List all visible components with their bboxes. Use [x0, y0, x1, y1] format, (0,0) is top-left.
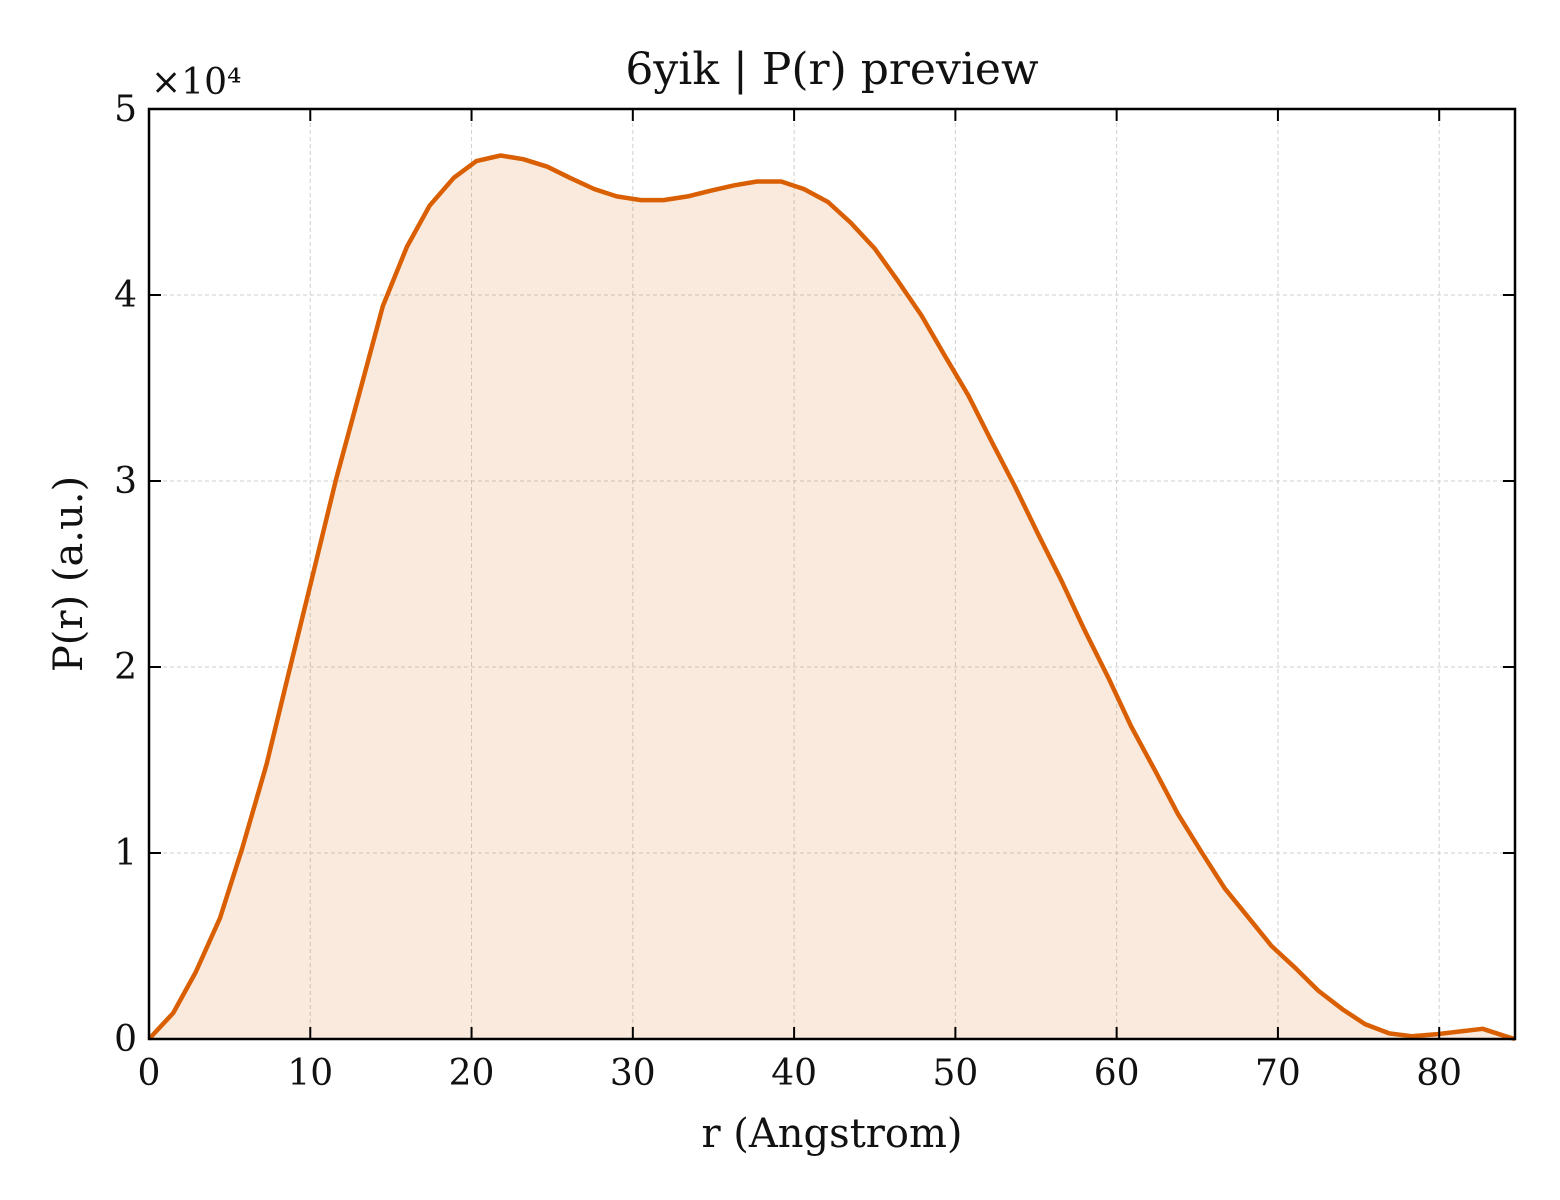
- y-tick-label: 2: [114, 647, 137, 688]
- x-tick-label: 50: [932, 1053, 978, 1094]
- chart-title: 6yik | P(r) preview: [625, 44, 1039, 95]
- x-tick-label: 70: [1255, 1053, 1301, 1094]
- grid: [149, 109, 1515, 1039]
- ticks: 0 10 20 30 40 50 60 70 80 0 1 2 3 4 5: [114, 89, 1515, 1094]
- series-line: [147, 153, 1516, 1042]
- x-tick-label: 10: [287, 1053, 333, 1094]
- x-tick-label: 60: [1094, 1053, 1140, 1094]
- x-tick-label: 40: [771, 1053, 817, 1094]
- y-tick-label: 4: [114, 275, 137, 316]
- plot-area: [147, 153, 1516, 1042]
- x-axis-label: r (Angstrom): [701, 1111, 962, 1157]
- y-offset-label: ×10⁴: [151, 62, 241, 103]
- series-area-fill: [149, 155, 1515, 1039]
- y-tick-label: 1: [114, 833, 137, 874]
- y-tick-label: 3: [114, 461, 137, 502]
- x-tick-label: 0: [138, 1053, 161, 1094]
- x-tick-label: 80: [1416, 1053, 1462, 1094]
- y-tick-label: 0: [114, 1019, 137, 1060]
- x-tick-label: 30: [610, 1053, 656, 1094]
- x-tick-label: 20: [449, 1053, 495, 1094]
- axes-frame: [147, 107, 1517, 1041]
- y-tick-label: 5: [114, 89, 137, 130]
- y-axis-label: P(r) (a.u.): [46, 476, 92, 672]
